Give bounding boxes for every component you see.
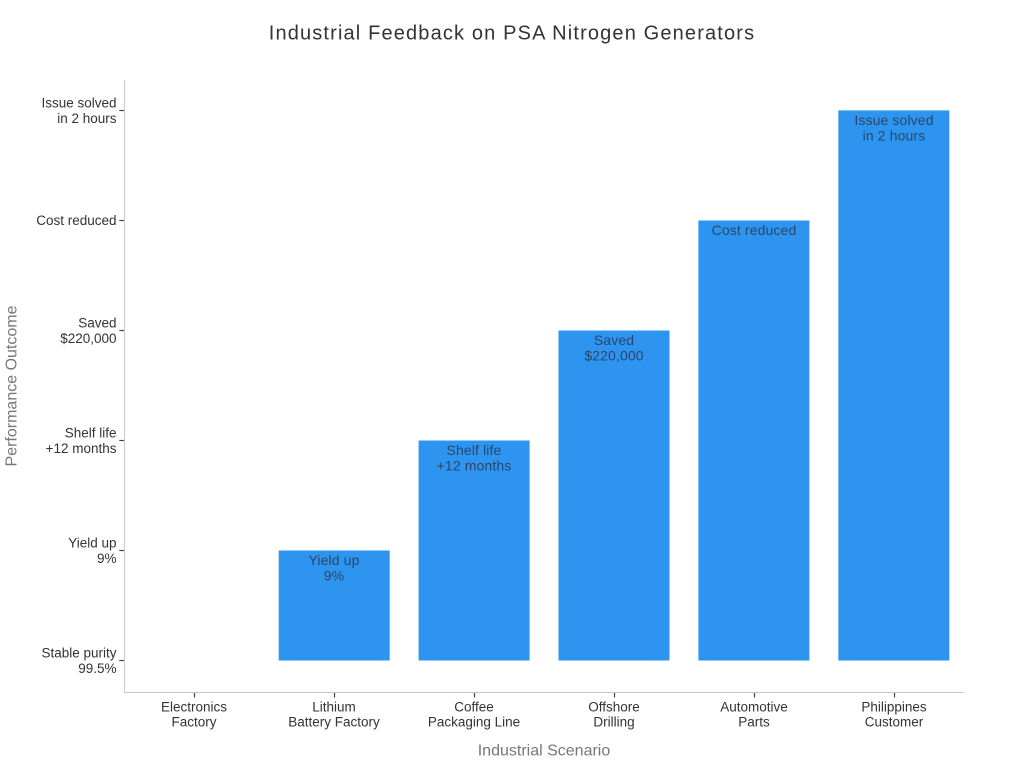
svg-text:Coffee: Coffee bbox=[454, 700, 494, 715]
svg-text:Cost reduced: Cost reduced bbox=[36, 213, 116, 228]
svg-text:Drilling: Drilling bbox=[593, 715, 634, 730]
svg-text:Saved: Saved bbox=[594, 332, 634, 348]
svg-text:+12 months: +12 months bbox=[437, 458, 512, 474]
svg-text:99.5%: 99.5% bbox=[78, 661, 116, 676]
svg-text:Parts: Parts bbox=[738, 715, 770, 730]
svg-text:Lithium: Lithium bbox=[312, 700, 356, 715]
svg-text:Yield up: Yield up bbox=[308, 552, 359, 568]
svg-text:Cost reduced: Cost reduced bbox=[712, 222, 797, 238]
svg-text:Industrial Scenario: Industrial Scenario bbox=[478, 743, 611, 760]
svg-text:+12 months: +12 months bbox=[46, 441, 117, 456]
svg-text:9%: 9% bbox=[97, 551, 117, 566]
svg-text:Issue solved: Issue solved bbox=[854, 112, 933, 128]
svg-text:9%: 9% bbox=[324, 568, 344, 584]
svg-text:$220,000: $220,000 bbox=[60, 331, 116, 346]
svg-text:Shelf life: Shelf life bbox=[447, 442, 502, 458]
svg-text:Packaging Line: Packaging Line bbox=[428, 715, 520, 730]
svg-text:Performance Outcome: Performance Outcome bbox=[4, 305, 21, 466]
svg-text:in 2 hours: in 2 hours bbox=[863, 128, 926, 144]
svg-text:Offshore: Offshore bbox=[588, 700, 640, 715]
svg-text:in 2 hours: in 2 hours bbox=[57, 111, 117, 126]
svg-text:Yield up: Yield up bbox=[68, 535, 116, 550]
svg-text:Industrial Feedback on PSA Nit: Industrial Feedback on PSA Nitrogen Gene… bbox=[269, 23, 755, 45]
svg-text:Saved: Saved bbox=[78, 315, 116, 330]
svg-text:Issue solved: Issue solved bbox=[41, 95, 116, 110]
svg-text:Electronics: Electronics bbox=[161, 700, 227, 715]
svg-text:Shelf life: Shelf life bbox=[65, 425, 117, 440]
svg-text:Philippines: Philippines bbox=[861, 700, 927, 715]
svg-text:Factory: Factory bbox=[171, 715, 216, 730]
svg-text:Customer: Customer bbox=[865, 715, 924, 730]
svg-text:Battery Factory: Battery Factory bbox=[288, 715, 380, 730]
svg-text:Stable purity: Stable purity bbox=[41, 645, 116, 660]
svg-text:$220,000: $220,000 bbox=[584, 348, 643, 364]
svg-text:Automotive: Automotive bbox=[720, 700, 788, 715]
